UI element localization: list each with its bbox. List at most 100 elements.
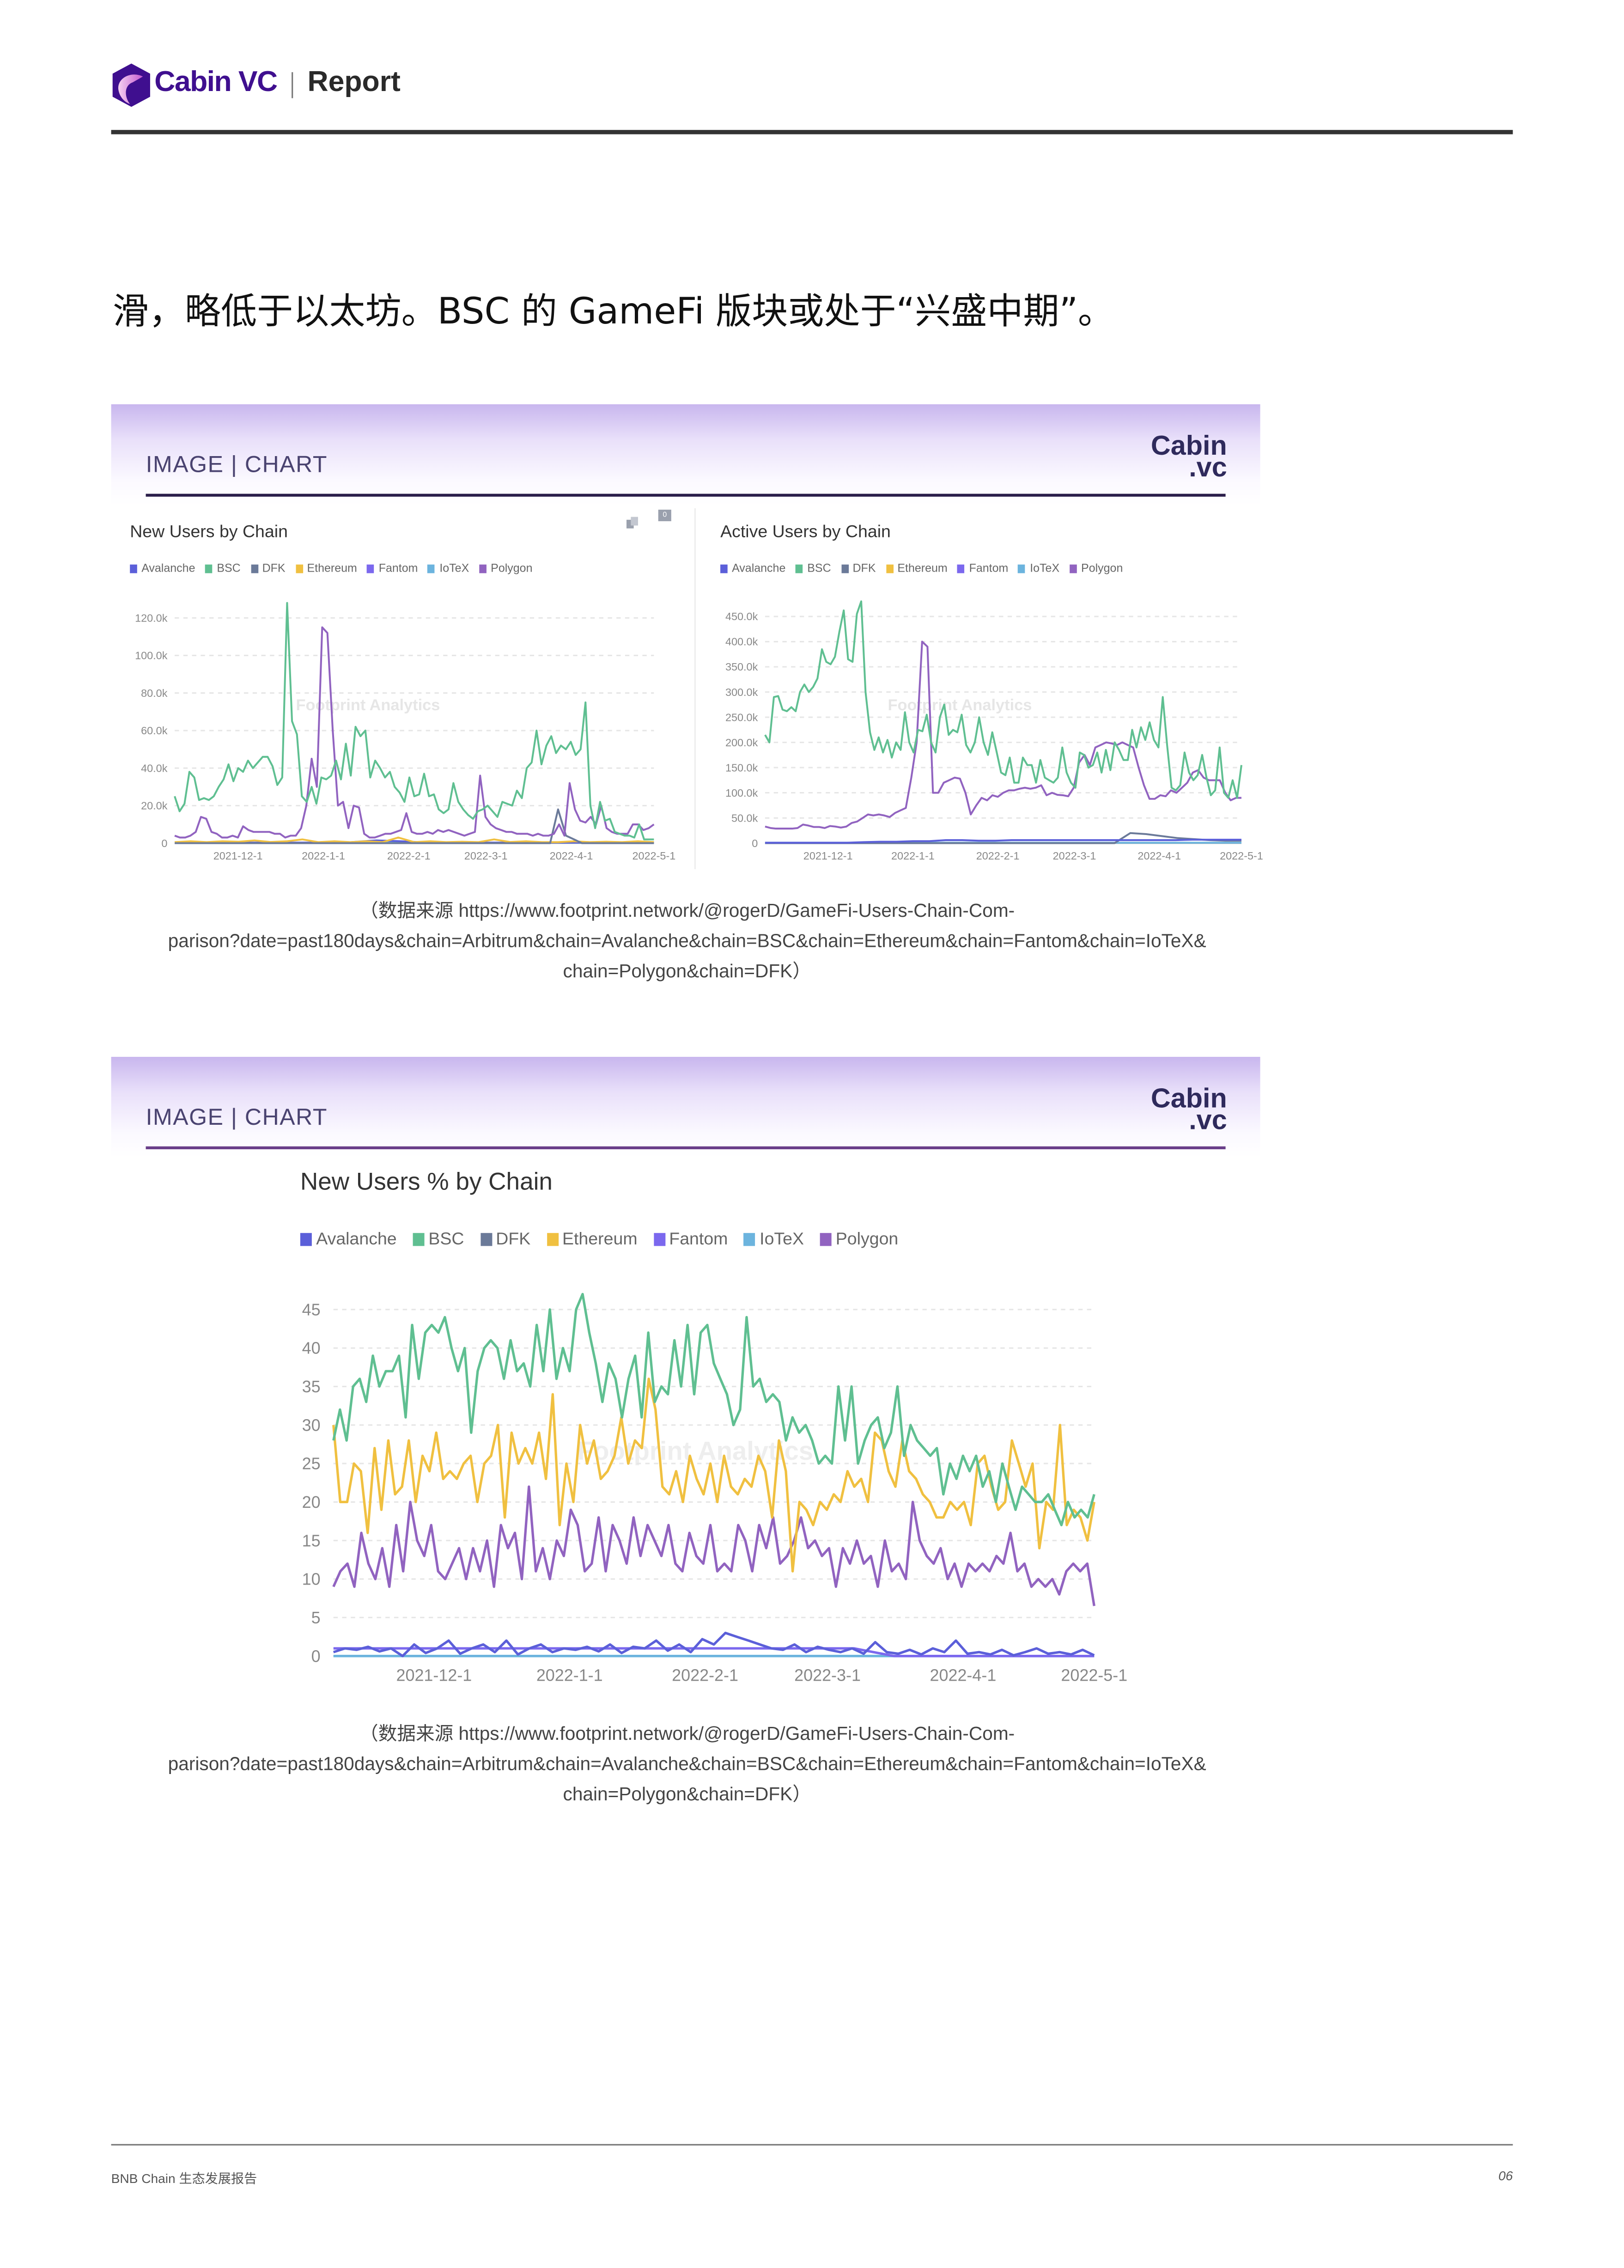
- series-line-bsc: [174, 602, 654, 841]
- footer-title: BNB Chain 生态发展报告: [111, 2171, 257, 2186]
- card-label: IMAGE | CHART: [146, 453, 328, 478]
- legend-swatch: [367, 564, 375, 573]
- legend-swatch: [957, 564, 965, 573]
- y-tick-label: 100.0k: [135, 650, 168, 662]
- legend-label: Ethereum: [562, 1228, 638, 1249]
- legend-label: DFK: [262, 561, 286, 575]
- logo-line: Cabin: [1150, 432, 1227, 462]
- legend-swatch: [546, 1232, 558, 1245]
- caption-line: （数据来源 https://www.footprint.network/@rog…: [359, 1722, 1015, 1744]
- legend-item-iotex[interactable]: IoTeX: [1018, 561, 1060, 575]
- legend-label: Avalanche: [732, 561, 786, 575]
- cabin-logo-icon: [111, 63, 152, 114]
- y-tick-label: 350.0k: [725, 661, 758, 673]
- y-tick-label: 200.0k: [725, 737, 758, 749]
- legend-item-fantom[interactable]: Fantom: [957, 561, 1009, 575]
- legend-item-polygon[interactable]: Polygon: [820, 1229, 898, 1249]
- legend-item-dfk[interactable]: DFK: [250, 561, 286, 575]
- legend-swatch: [428, 564, 435, 573]
- legend-item-dfk[interactable]: DFK: [480, 1229, 530, 1249]
- legend-item-ethereum[interactable]: Ethereum: [295, 561, 357, 575]
- source-caption: （数据来源 https://www.footprint.network/@rog…: [109, 895, 1265, 986]
- legend-label: Fantom: [669, 1228, 728, 1249]
- y-tick-label: 25: [302, 1454, 321, 1473]
- legend-item-dfk[interactable]: DFK: [841, 561, 876, 575]
- x-tick-label: 2022-3-1: [1053, 850, 1096, 862]
- legend-label: BSC: [428, 1228, 464, 1249]
- legend-swatch: [413, 1232, 425, 1245]
- y-tick-label: 20.0k: [141, 800, 168, 812]
- legend-item-bsc[interactable]: BSC: [796, 561, 831, 575]
- y-tick-label: 0: [161, 837, 167, 849]
- x-tick-label: 2022-1-1: [536, 1666, 603, 1685]
- legend-swatch: [205, 564, 213, 573]
- legend-label: IoTeX: [439, 561, 469, 575]
- x-tick-label: 2022-5-1: [1061, 1666, 1127, 1685]
- y-tick-label: 100.0k: [725, 787, 758, 799]
- card-header-band: [111, 1057, 1260, 1158]
- y-tick-label: 10: [302, 1570, 321, 1589]
- legend-swatch: [479, 564, 487, 573]
- comment-count-badge[interactable]: 0: [658, 509, 671, 521]
- legend-swatch: [720, 564, 728, 573]
- panel-divider: [694, 508, 696, 869]
- legend-swatch: [300, 1232, 312, 1245]
- legend-item-iotex[interactable]: IoTeX: [428, 561, 469, 575]
- legend-item-avalanche[interactable]: Avalanche: [130, 561, 195, 575]
- x-tick-label: 2022-1-1: [302, 850, 345, 862]
- legend-item-polygon[interactable]: Polygon: [479, 561, 533, 575]
- chart-new-users-percent: 0 5 10 15 20 25 30 35 40 45 2021-12-1 2022-1-1 2022-…: [302, 1293, 1127, 1685]
- y-tick-label: 20: [302, 1493, 321, 1512]
- legend-swatch: [480, 1232, 492, 1245]
- legend-item-iotex[interactable]: IoTeX: [743, 1228, 804, 1249]
- copy-icon[interactable]: [626, 510, 638, 529]
- series-line-dfk: [175, 808, 654, 844]
- legend-label: Fantom: [969, 561, 1009, 575]
- legend-swatch: [1070, 564, 1077, 573]
- legend-swatch: [743, 1232, 755, 1245]
- y-tick-label: 400.0k: [725, 636, 758, 648]
- legend-swatch: [886, 564, 893, 573]
- legend-item-avalanche[interactable]: Avalanche: [300, 1229, 397, 1249]
- legend-label: Polygon: [835, 1228, 899, 1249]
- x-tick-label: 2022-5-1: [1220, 850, 1263, 862]
- series-line-bsc: [764, 600, 1242, 799]
- legend-item-fantom[interactable]: Fantom: [653, 1229, 728, 1249]
- chart-legend: Avalanche BSC DFK Ethereum Fantom IoTeX Polygo…: [130, 561, 533, 575]
- legend-label: DFK: [496, 1228, 531, 1249]
- series-line-avalanche: [333, 1632, 1095, 1658]
- legend-item-ethereum[interactable]: Ethereum: [546, 1228, 638, 1249]
- chart-new-users: 0 20.0k 40.0k 60.0k 80.0k 100.0k 120.0k 2021-12…: [135, 602, 675, 862]
- legend-item-bsc[interactable]: BSC: [205, 561, 241, 575]
- header-divider: [292, 72, 293, 98]
- legend-label: Avalanche: [141, 561, 195, 575]
- x-tick-label: 2022-2-1: [976, 850, 1020, 862]
- x-tick-label: 2021-12-1: [213, 850, 263, 862]
- caption-line: chain=Polygon&chain=DFK）: [563, 960, 811, 982]
- x-tick-label: 2022-4-1: [1137, 850, 1181, 862]
- legend-label: Avalanche: [316, 1228, 397, 1249]
- legend-label: Fantom: [378, 561, 418, 575]
- y-tick-label: 40: [302, 1339, 321, 1358]
- y-tick-label: 80.0k: [141, 687, 168, 699]
- legend-label: Ethereum: [897, 561, 948, 575]
- card-label: IMAGE | CHART: [146, 1106, 328, 1131]
- legend-swatch: [295, 564, 303, 573]
- card-rule: [146, 494, 1226, 496]
- chart-title: Active Users by Chain: [720, 521, 891, 542]
- header-rule: [111, 130, 1513, 134]
- legend-item-ethereum[interactable]: Ethereum: [886, 561, 948, 575]
- legend-item-avalanche[interactable]: Avalanche: [720, 561, 786, 575]
- card-rule: [146, 1146, 1226, 1149]
- y-tick-label: 0: [752, 837, 758, 849]
- legend-item-polygon[interactable]: Polygon: [1070, 561, 1123, 575]
- legend-label: IoTeX: [760, 1228, 804, 1249]
- x-tick-label: 2021-12-1: [396, 1666, 472, 1685]
- legend-label: IoTeX: [1030, 561, 1060, 575]
- legend-item-bsc[interactable]: BSC: [413, 1229, 464, 1249]
- legend-item-fantom[interactable]: Fantom: [367, 561, 418, 575]
- series-line-polygon: [332, 1485, 1095, 1606]
- y-tick-label: 35: [302, 1377, 321, 1396]
- series-line-polygon: [174, 626, 655, 839]
